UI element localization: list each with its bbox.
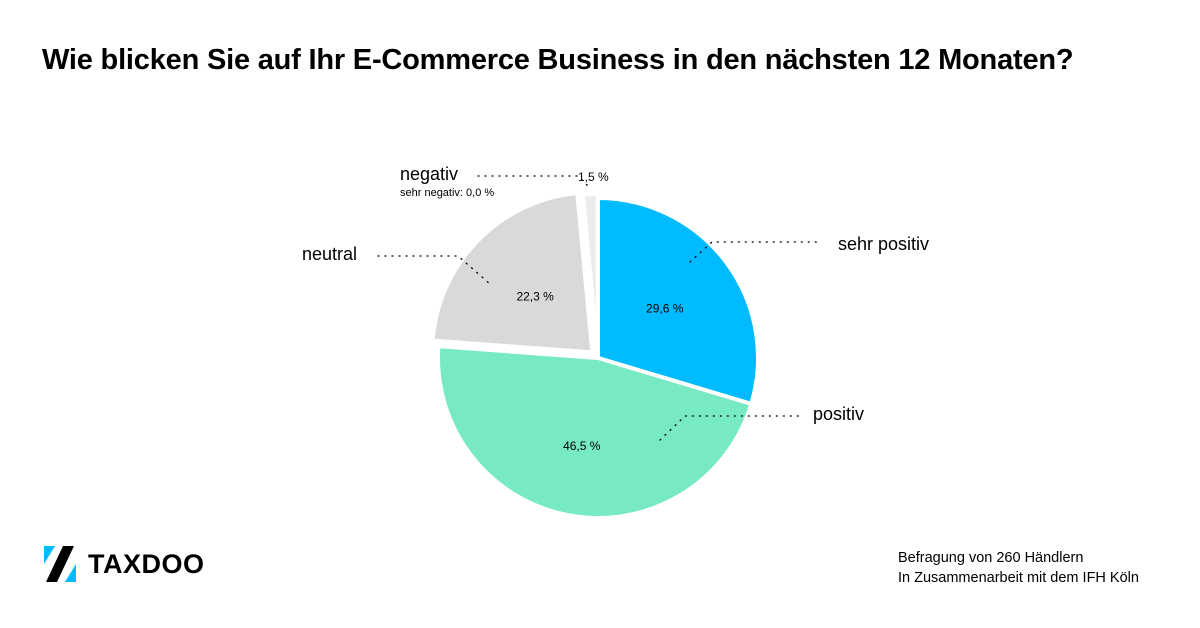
leader-line-positiv — [659, 415, 801, 441]
category-label-sehr-negativ: sehr negativ: 0,0 % — [400, 187, 494, 199]
slice-positiv — [436, 344, 754, 520]
category-label-sehr-positiv: sehr positiv — [838, 234, 929, 254]
chart-title: Wie blicken Sie auf Ihr E-Commerce Busin… — [42, 44, 1074, 76]
category-label-negativ: negativ — [400, 164, 458, 184]
footnote-line-2: In Zusammenarbeit mit dem IFH Köln — [898, 570, 1139, 586]
category-label-positiv: positiv — [813, 404, 864, 424]
value-label-negativ: 1,5 % — [578, 170, 609, 184]
taxdoo-logo-icon — [44, 546, 76, 582]
footnote-line-1: Befragung von 260 Händlern — [898, 550, 1084, 566]
slice-labels: 29,6 % sehr positiv 46,5 % positiv 22,3 % neu… — [302, 164, 929, 453]
brand-name: TAXDOO — [88, 549, 205, 579]
slice-sehr-positiv — [596, 196, 760, 406]
leader-lines — [377, 175, 823, 441]
category-label-neutral: neutral — [302, 244, 357, 264]
value-label-positiv: 46,5 % — [563, 439, 601, 453]
pie-slices — [430, 191, 760, 520]
slice-neutral — [430, 191, 595, 355]
footnote: Befragung von 260 Händlern In Zusammenar… — [898, 548, 1139, 588]
brand-logo: TAXDOO — [44, 546, 205, 582]
slice-negativ — [580, 192, 600, 357]
leader-line-negativ — [477, 175, 591, 189]
value-label-neutral: 22,3 % — [516, 289, 554, 303]
value-label-sehr-positiv: 29,6 % — [646, 301, 684, 315]
